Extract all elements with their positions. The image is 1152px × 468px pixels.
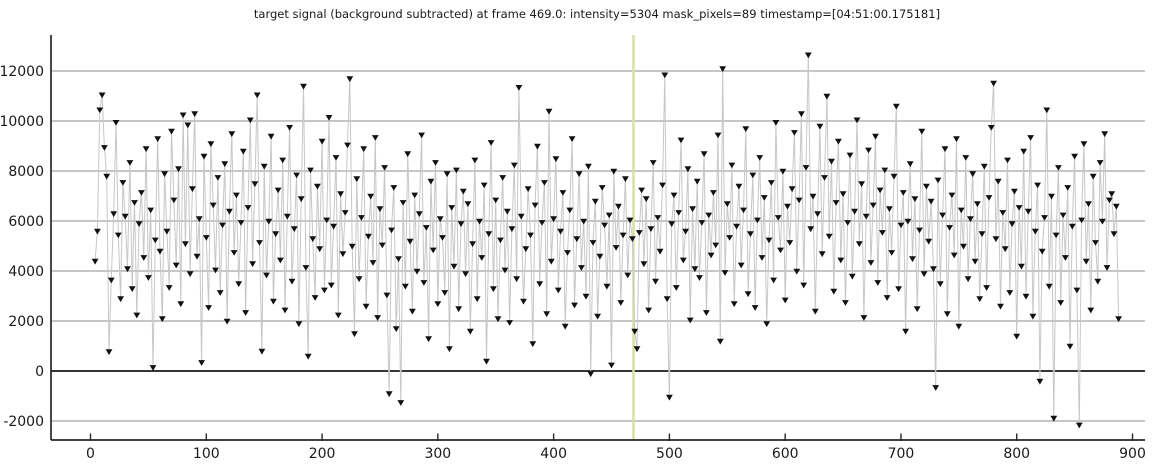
y-tick-label--2000: -2000: [3, 414, 44, 430]
chart-title: target signal (background subtracted) at…: [254, 7, 940, 21]
axes-layer: [50, 35, 1145, 441]
y-tick-label-2000: 2000: [8, 314, 44, 330]
x-tick-label-200: 200: [309, 446, 336, 462]
signal-line: [94, 54, 1120, 425]
series-layer: [91, 52, 1123, 429]
y-tick-label-6000: 6000: [8, 214, 44, 230]
x-tick-label-300: 300: [424, 446, 451, 462]
x-tick-label-100: 100: [193, 446, 220, 462]
tick-label-layer: 0 100 200 300 400 500 600 700 800 900 -2000 0 2000 40…: [0, 64, 1146, 462]
x-tick-label-900: 900: [1119, 446, 1146, 462]
y-tick-label-10000: 10000: [0, 114, 44, 130]
y-tick-label-12000: 12000: [0, 64, 44, 80]
y-tick-label-4000: 4000: [8, 264, 44, 280]
x-tick-label-0: 0: [86, 446, 95, 462]
x-tick-label-600: 600: [772, 446, 799, 462]
x-tick-label-700: 700: [888, 446, 915, 462]
x-tick-label-400: 400: [540, 446, 567, 462]
x-tick-label-500: 500: [656, 446, 683, 462]
y-tick-label-0: 0: [35, 364, 44, 380]
x-tick-label-800: 800: [1003, 446, 1030, 462]
y-tick-label-8000: 8000: [8, 164, 44, 180]
